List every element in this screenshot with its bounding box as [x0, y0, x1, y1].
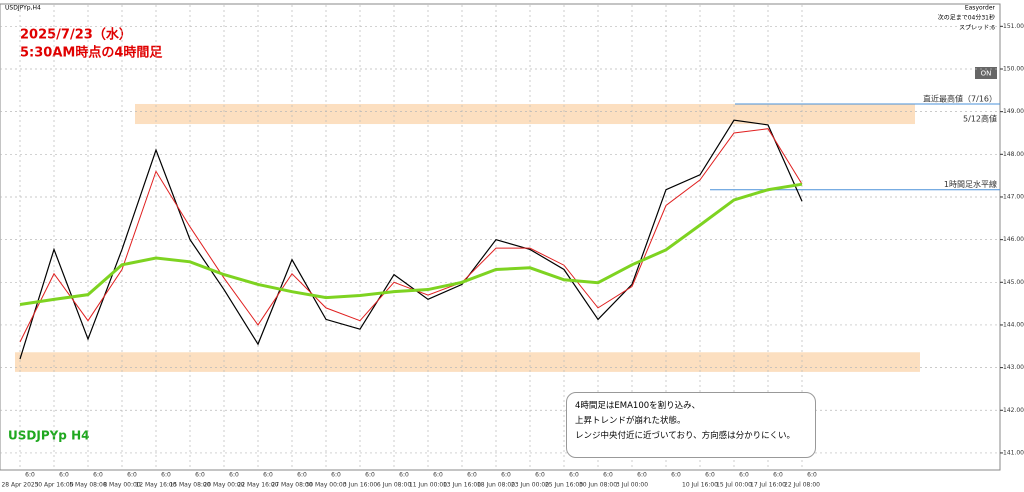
- x-tick-label: 17 Jul 16:00: [750, 482, 786, 489]
- x-sublabel: 6:0: [263, 472, 273, 479]
- x-tick-label: 27 May 08:00: [271, 482, 312, 489]
- x-tick-label: 20 May 00:00: [203, 482, 244, 489]
- y-tick-label: 148.000: [1003, 151, 1024, 158]
- x-sublabel: 6:0: [535, 472, 545, 479]
- y-tick-label: 151.000: [1003, 23, 1024, 30]
- note-line: 上昇トレンドが崩れた状態。: [575, 416, 686, 426]
- symbol-label: USDJPYp H4: [8, 429, 89, 443]
- series-line: [19, 182, 803, 306]
- y-tick-label: 142.000: [1003, 407, 1024, 414]
- level-label: 1時間足水平線: [944, 179, 997, 189]
- x-tick-label: 6 Jun 08:00: [377, 482, 411, 489]
- x-tick-label: 3 Jul 00:00: [616, 482, 648, 489]
- x-sublabel: 6:0: [807, 472, 817, 479]
- x-tick-label: 10 Jul 16:00: [682, 482, 718, 489]
- note-line: レンジ中央付近に近づいており、方向感は分かりにくい。: [575, 431, 795, 441]
- note-box: 4時間足はEMA100を割り込み、 上昇トレンドが崩れた状態。 レンジ中央付近に…: [566, 392, 816, 458]
- x-sublabel: 6:0: [467, 472, 477, 479]
- x-tick-label: 23 Jun 00:00: [511, 482, 549, 489]
- x-tick-label: 18 Jun 08:00: [477, 482, 515, 489]
- x-tick-label: 30 Jun 08:00: [579, 482, 617, 489]
- x-sublabel: 6:0: [127, 472, 137, 479]
- x-sublabel: 6:0: [229, 472, 239, 479]
- x-sublabel: 6:0: [501, 472, 511, 479]
- y-tick-label: 149.000: [1003, 108, 1024, 115]
- x-tick-label: 30 Apr 16:00: [34, 482, 73, 489]
- x-sublabel: 6:0: [569, 472, 579, 479]
- x-sublabel: 6:0: [603, 472, 613, 479]
- y-tick-label: 147.000: [1003, 193, 1024, 200]
- symbol-header: USDJPYp,H4: [5, 5, 41, 12]
- toggle-label[interactable]: ON: [981, 70, 992, 78]
- panel-text: 次の足まで04分31秒: [938, 14, 995, 22]
- x-tick-label: 3 Jun 16:00: [343, 482, 377, 489]
- chart-subtitle: 5:30AM時点の4時間足: [20, 45, 163, 61]
- x-sublabel: 6:0: [297, 472, 307, 479]
- x-tick-label: 30 May 00:00: [305, 482, 346, 489]
- x-tick-label: 15 May 08:00: [169, 482, 210, 489]
- toggle-button[interactable]: [975, 67, 997, 79]
- x-sublabel: 6:0: [433, 472, 443, 479]
- level-label: 5/12高値: [963, 114, 997, 124]
- x-sublabel: 6:0: [161, 472, 171, 479]
- x-sublabel: 6:0: [195, 472, 205, 479]
- panel-text: スプレッド:6: [959, 25, 995, 32]
- x-sublabel: 6:0: [399, 472, 409, 479]
- x-tick-label: 5 May 08:00: [69, 482, 107, 489]
- note-line: 4時間足はEMA100を割り込み、: [575, 401, 701, 411]
- level-label: 直近最高値（7/16）: [923, 93, 997, 103]
- y-tick-label: 145.000: [1003, 279, 1024, 286]
- x-tick-label: 28 Apr 2025: [1, 482, 38, 489]
- x-sublabel: 6:0: [739, 472, 749, 479]
- x-sublabel: 6:0: [59, 472, 69, 479]
- chart-title: 2025/7/23（水）: [20, 27, 132, 43]
- x-sublabel: 6:0: [705, 472, 715, 479]
- x-tick-label: 15 Jul 00:00: [716, 482, 752, 489]
- x-tick-label: 22 Jul 08:00: [784, 482, 820, 489]
- x-tick-label: 12 May 16:00: [135, 482, 176, 489]
- series-line: [19, 119, 803, 360]
- y-tick-label: 141.000: [1003, 449, 1024, 456]
- price-zone: [135, 103, 915, 125]
- x-sublabel: 6:0: [365, 472, 375, 479]
- x-tick-label: 11 Jun 00:00: [409, 482, 447, 489]
- x-tick-label: 25 Jun 16:00: [545, 482, 583, 489]
- x-sublabel: 6:0: [671, 472, 681, 479]
- panel-text: Easyorder: [965, 5, 996, 12]
- x-sublabel: 6:0: [93, 472, 103, 479]
- y-tick-label: 143.000: [1003, 364, 1024, 371]
- y-tick-label: 144.000: [1003, 321, 1024, 328]
- x-sublabel: 6:0: [637, 472, 647, 479]
- plot-frame: [0, 3, 1001, 471]
- x-tick-label: 13 Jun 16:00: [443, 482, 481, 489]
- y-tick-label: 146.000: [1003, 236, 1024, 243]
- price-zone: [15, 352, 920, 372]
- x-sublabel: 6:0: [331, 472, 341, 479]
- x-tick-label: 8 May 00:00: [103, 482, 141, 489]
- x-sublabel: 6:0: [25, 472, 35, 479]
- x-sublabel: 6:0: [773, 472, 783, 479]
- x-tick-label: 22 May 16:00: [237, 482, 278, 489]
- series-line: [19, 128, 803, 343]
- y-tick-label: 150.000: [1003, 65, 1024, 72]
